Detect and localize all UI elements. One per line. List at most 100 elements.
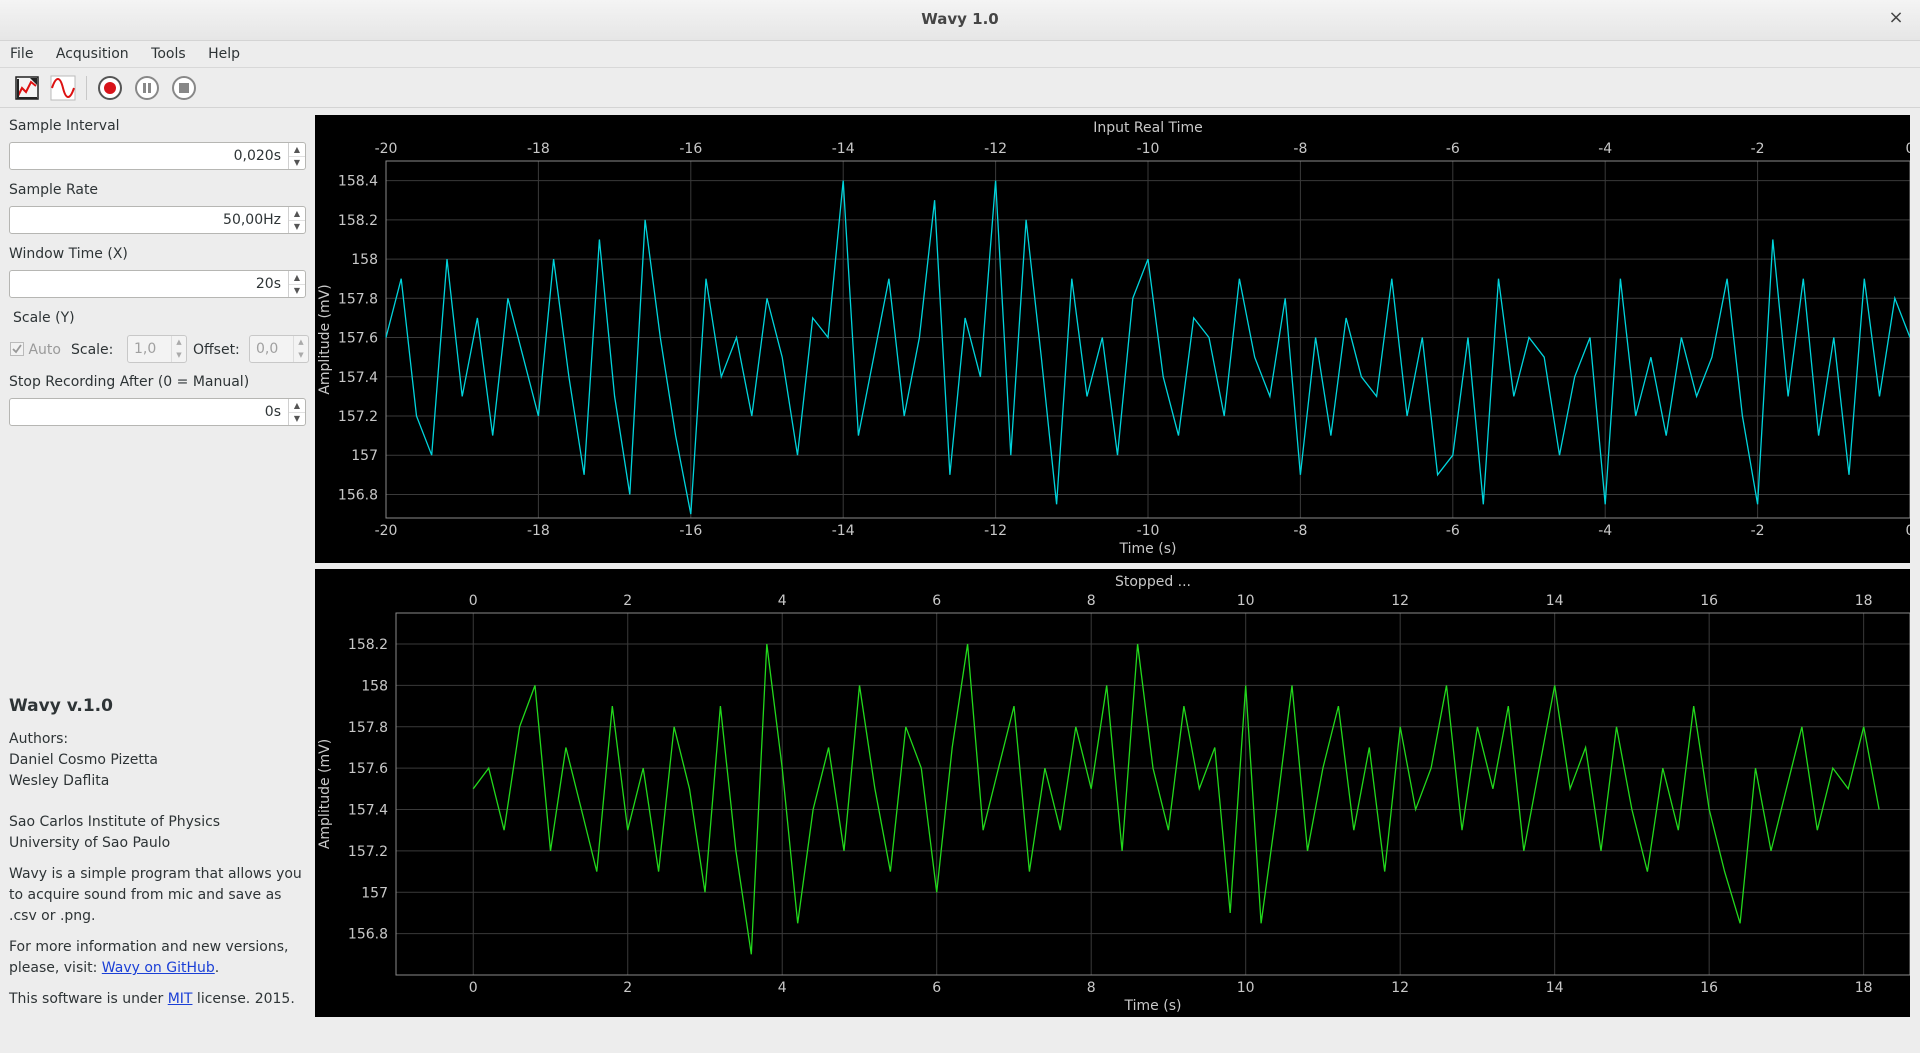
x-tick-label-top: 0: [1906, 141, 1910, 157]
more-info-text: For more information and new versions, p…: [9, 939, 289, 976]
window-time-spinbox[interactable]: 20s ▲ ▼: [9, 270, 306, 298]
x-tick-label-top: -18: [527, 141, 550, 157]
record-icon: [98, 76, 122, 100]
x-tick-label-top: 18: [1855, 593, 1873, 609]
toolbar-separator: [86, 76, 87, 100]
y-tick-label: 157.8: [348, 720, 388, 736]
scale-y-label: Scale (Y): [13, 310, 75, 326]
scale-value: 1,0: [134, 341, 157, 357]
menu-acquisition[interactable]: Acqusition: [55, 46, 129, 62]
github-link[interactable]: Wavy on GitHub: [101, 960, 215, 976]
x-tick-label: 6: [932, 980, 941, 996]
spin-up-arrow[interactable]: ▲: [289, 271, 305, 285]
y-tick-label: 158.2: [338, 213, 378, 229]
menu-help[interactable]: Help: [208, 46, 241, 62]
mit-license-link[interactable]: MIT: [167, 991, 193, 1007]
stop-icon: [172, 76, 196, 100]
realtime-plot-panel[interactable]: Input Real Time -20 -20 -18 -18 -16 -16 -14 -14-…: [315, 115, 1910, 563]
about-title: Wavy v.1.0: [9, 696, 113, 716]
save-plot-icon: [15, 76, 39, 100]
x-tick-label-top: -6: [1446, 141, 1460, 157]
spin-down-arrow[interactable]: ▼: [293, 286, 301, 295]
author-name: Wesley Daflita: [9, 773, 110, 789]
sample-interval-spinbox[interactable]: 0,020s ▲ ▼: [9, 142, 306, 170]
spin-up-arrow[interactable]: ▲: [289, 399, 305, 413]
x-axis-label: Time (s): [1119, 541, 1177, 557]
x-tick-label: -12: [984, 523, 1007, 539]
x-tick-label-top: -16: [679, 141, 702, 157]
scale-label: Scale:: [71, 342, 114, 358]
y-tick-label: 157.6: [348, 761, 388, 777]
x-tick-label-top: -20: [375, 141, 398, 157]
x-axis-label: Time (s): [1124, 998, 1182, 1014]
x-tick-label-top: 14: [1546, 593, 1564, 609]
x-tick-label-top: -14: [832, 141, 855, 157]
spin-up-arrow[interactable]: ▲: [298, 338, 304, 346]
offset-label: Offset:: [193, 342, 240, 358]
spin-down-arrow[interactable]: ▼: [293, 158, 301, 167]
x-tick-label: -18: [527, 523, 550, 539]
save-plot-button[interactable]: [13, 74, 41, 102]
scale-spinbox[interactable]: 1,0 ▲ ▼: [127, 335, 187, 363]
x-tick-label-top: 0: [469, 593, 478, 609]
window-title: Wavy 1.0: [921, 10, 999, 28]
stop-recording-value: 0s: [264, 404, 281, 420]
y-tick-label: 157.4: [338, 370, 378, 386]
y-tick-label: 158.2: [348, 637, 388, 653]
signal-line: [385, 180, 1910, 515]
signal-wave-icon: [50, 75, 76, 101]
y-tick-label: 158: [351, 252, 378, 268]
plot-frame: [385, 160, 1910, 519]
x-tick-label-top: 16: [1700, 593, 1718, 609]
x-tick-label: 8: [1087, 980, 1096, 996]
about-description: Wavy is a simple program that allows you…: [9, 866, 302, 924]
pause-button[interactable]: [133, 74, 161, 102]
menu-file[interactable]: File: [10, 46, 34, 62]
stop-button[interactable]: [170, 74, 198, 102]
x-tick-label-top: 10: [1237, 593, 1255, 609]
sample-interval-label: Sample Interval: [9, 118, 120, 134]
x-tick-label: -20: [375, 523, 398, 539]
x-tick-label: -2: [1751, 523, 1765, 539]
sample-interval-value: 0,020s: [233, 148, 281, 164]
x-tick-label-top: -4: [1598, 141, 1612, 157]
spin-down-arrow[interactable]: ▼: [298, 351, 304, 359]
pause-icon: [135, 76, 159, 100]
spin-down-arrow[interactable]: ▼: [293, 222, 301, 231]
y-tick-label: 156.8: [348, 927, 388, 943]
menu-bar: File Acqusition Tools Help: [0, 41, 1920, 68]
x-tick-label-top: -2: [1751, 141, 1765, 157]
title-bar: Wavy 1.0 ×: [0, 0, 1920, 41]
y-tick-label: 158: [361, 678, 388, 694]
y-axis-label: Amplitude (mV): [317, 739, 333, 849]
close-button[interactable]: ×: [1888, 7, 1904, 28]
sample-rate-spinbox[interactable]: 50,00Hz ▲ ▼: [9, 206, 306, 234]
x-tick-label: 18: [1855, 980, 1873, 996]
spin-down-arrow[interactable]: ▼: [176, 351, 182, 359]
x-tick-label: 2: [623, 980, 632, 996]
auto-checkbox[interactable]: Auto: [10, 342, 61, 358]
y-tick-label: 157.6: [338, 331, 378, 347]
signal-wave-button[interactable]: [49, 74, 77, 102]
checkbox-checked-icon: [10, 342, 24, 356]
x-tick-label-top: 4: [778, 593, 787, 609]
y-tick-label: 157.2: [338, 409, 378, 425]
x-tick-label-top: -10: [1137, 141, 1160, 157]
recorded-plot-panel[interactable]: Stopped ... 0 0 2 2 4 4 6 6 8 8 10 10 12 12 14 14 16 16 18 1…: [315, 569, 1910, 1017]
settings-sidebar: Sample Interval 0,020s ▲ ▼ Sample Rate 50…: [0, 108, 312, 1053]
plot-title: Stopped ...: [1115, 574, 1191, 590]
record-button[interactable]: [96, 74, 124, 102]
menu-tools[interactable]: Tools: [151, 46, 186, 62]
authors-label: Authors:: [9, 731, 69, 747]
sample-rate-label: Sample Rate: [9, 182, 99, 198]
spin-up-arrow[interactable]: ▲: [289, 143, 305, 157]
plot-title: Input Real Time: [1093, 120, 1203, 136]
spin-up-arrow[interactable]: ▲: [289, 207, 305, 221]
spin-down-arrow[interactable]: ▼: [293, 414, 301, 423]
offset-spinbox[interactable]: 0,0 ▲ ▼: [249, 335, 309, 363]
sample-rate-value: 50,00Hz: [223, 212, 281, 228]
spin-up-arrow[interactable]: ▲: [176, 338, 182, 346]
y-tick-label: 158.4: [338, 174, 378, 190]
y-tick-label: 156.8: [338, 487, 378, 503]
stop-recording-spinbox[interactable]: 0s ▲ ▼: [9, 398, 306, 426]
